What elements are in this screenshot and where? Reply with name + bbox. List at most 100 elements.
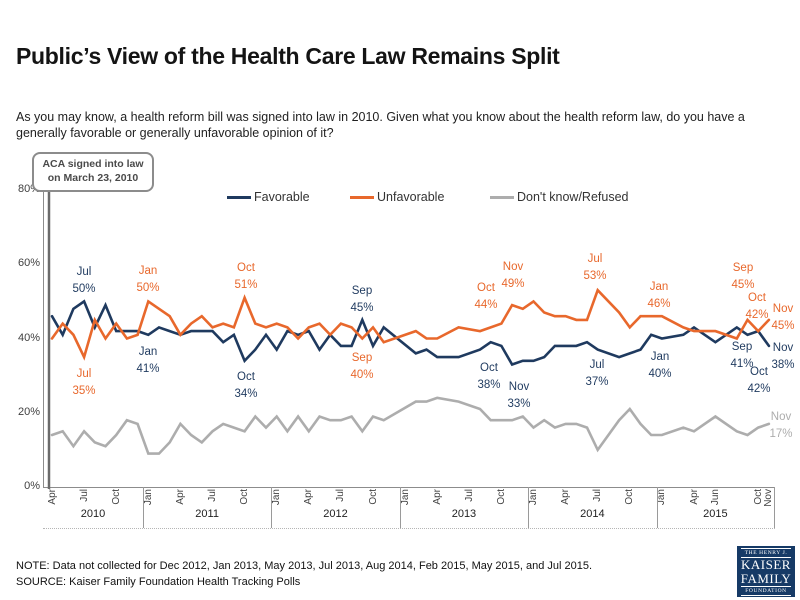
x-axis-month-text: Jan xyxy=(399,489,411,506)
callout-value: 38% xyxy=(771,358,795,371)
y-axis-label: 40% xyxy=(17,331,40,344)
callout-value: 34% xyxy=(234,387,258,400)
y-axis-label: 0% xyxy=(24,480,40,492)
x-axis-month-text: Apr xyxy=(560,489,572,505)
logo-line-family: FAMILY xyxy=(740,570,792,586)
unfavorable-line-swatch xyxy=(350,195,374,199)
x-axis-month-text: Oct xyxy=(624,489,636,505)
logo-line-kaiser: KAISER xyxy=(741,556,791,572)
favorable-callout: Jan 41% xyxy=(136,344,159,377)
x-axis-month-text: Jan xyxy=(142,489,154,506)
callout-value: 45% xyxy=(771,319,795,332)
y-axis-line xyxy=(43,190,44,487)
unfavorable-callout: Oct 51% xyxy=(234,260,257,293)
callout-month: Oct xyxy=(477,282,495,294)
x-axis-line xyxy=(43,487,775,488)
callout-month: Jan xyxy=(649,281,669,293)
callout-value: 45% xyxy=(731,278,755,291)
x-axis-month-text: Jan xyxy=(656,489,668,506)
y-axis-label: 20% xyxy=(17,405,40,418)
don-t-know-refused-callout: Nov 17% xyxy=(769,409,792,442)
unfavorable-callout: Oct 42% xyxy=(745,290,768,323)
callout-month: Sep xyxy=(732,262,754,274)
unfavorable-callout: Nov 45% xyxy=(771,301,794,334)
callout-value: 46% xyxy=(647,297,671,310)
legend-label-favorable: Favorable xyxy=(254,190,310,204)
callout-month: Oct xyxy=(237,262,255,274)
callout-value: 35% xyxy=(72,384,96,397)
year-separator xyxy=(528,487,530,528)
callout-month: Oct xyxy=(480,362,498,374)
logo-line-foundation: FOUNDATION xyxy=(741,586,791,597)
x-axis-month-text: Jun xyxy=(709,489,721,506)
callout-value: 42% xyxy=(745,308,769,321)
callout-month: Nov xyxy=(502,261,524,273)
survey-question-text: As you may know, a health reform bill wa… xyxy=(16,109,745,141)
callout-month: Jul xyxy=(589,359,605,371)
callout-month: Oct xyxy=(237,371,255,383)
source-text: SOURCE: Kaiser Family Foundation Health … xyxy=(16,576,301,588)
callout-month: Jul xyxy=(76,266,92,278)
x-axis-year-label: 2014 xyxy=(580,508,605,520)
x-axis-month-text: Oct xyxy=(239,489,251,505)
x-axis-month-text: Apr xyxy=(174,489,186,505)
callout-month: Jul xyxy=(76,368,92,380)
legend-item-unfavorable: Unfavorable xyxy=(350,190,444,204)
callout-value: 40% xyxy=(350,368,374,381)
callout-month: Oct xyxy=(748,292,766,304)
favorable-callout: Jan 40% xyxy=(648,349,671,382)
x-axis-month-text: Jul xyxy=(78,489,90,502)
dontknow-line-swatch xyxy=(490,195,514,199)
favorable-callout: Nov 38% xyxy=(771,340,794,373)
note-text: NOTE: Data not collected for Dec 2012, J… xyxy=(16,560,593,572)
callout-value: 42% xyxy=(747,382,771,395)
callout-value: 37% xyxy=(585,375,609,388)
callout-month: Nov xyxy=(770,411,792,423)
unfavorable-callout: Jul 53% xyxy=(583,251,606,284)
page-title: Public’s View of the Health Care Law Rem… xyxy=(16,43,560,70)
callout-value: 40% xyxy=(648,367,672,380)
callout-month: Oct xyxy=(750,366,768,378)
year-separator xyxy=(271,487,273,528)
x-axis-month-text: Apr xyxy=(303,489,315,505)
x-axis-month-text: Jan xyxy=(271,489,283,506)
callout-value: 44% xyxy=(474,298,498,311)
callout-month: Nov xyxy=(772,342,794,354)
callout-value: 49% xyxy=(501,277,525,290)
favorable-callout: Oct 38% xyxy=(477,360,500,393)
x-axis-month-text: Oct xyxy=(110,489,122,505)
favorable-callout: Oct 42% xyxy=(747,364,770,397)
callout-value: 45% xyxy=(350,301,374,314)
callout-value: 50% xyxy=(72,282,96,295)
callout-value: 17% xyxy=(769,427,793,440)
unfavorable-callout: Sep 45% xyxy=(731,260,754,293)
x-axis-month-text: Oct xyxy=(367,489,379,505)
x-axis-month-text: Jan xyxy=(528,489,539,506)
aca-annotation-line2: on March 23, 2010 xyxy=(47,172,139,184)
x-axis-month-text: Jul xyxy=(335,489,347,502)
axis-band-bottom-border xyxy=(43,528,775,529)
unfavorable-callout: Oct 44% xyxy=(474,280,497,313)
legend-label-unfavorable: Unfavorable xyxy=(377,190,445,204)
x-axis-year-label: 2013 xyxy=(451,508,477,520)
logo-line-henry-j: THE HENRY J. xyxy=(741,547,791,558)
callout-value: 33% xyxy=(507,397,531,410)
don-t-know-refused-line xyxy=(50,396,771,455)
unfavorable-callout: Jan 50% xyxy=(136,263,159,296)
unfavorable-callout: Jul 35% xyxy=(72,366,95,399)
callout-month: Jan xyxy=(650,351,670,363)
callout-month: Jan xyxy=(138,346,158,358)
callout-month: Sep xyxy=(731,341,753,353)
callout-month: Nov xyxy=(772,303,794,315)
x-axis-month-text: Apr xyxy=(431,489,443,505)
favorable-callout: Nov 33% xyxy=(507,379,530,412)
x-axis-year-label: 2010 xyxy=(80,508,106,520)
callout-month: Jul xyxy=(587,253,603,265)
x-axis-month-text: Jul xyxy=(463,489,475,502)
callout-value: 53% xyxy=(583,269,607,282)
year-separator xyxy=(656,487,658,528)
callout-value: 38% xyxy=(477,378,501,391)
unfavorable-callout: Jan 46% xyxy=(647,279,670,312)
